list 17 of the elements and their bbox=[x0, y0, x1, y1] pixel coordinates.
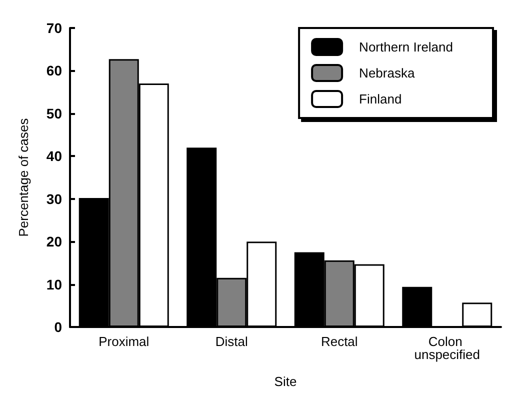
x-tick-label: Rectal bbox=[320, 334, 358, 349]
legend-label: Finland bbox=[359, 92, 402, 106]
y-tick-label: 20 bbox=[46, 234, 62, 250]
legend-label: Nebraska bbox=[359, 66, 416, 80]
y-tick-label: 60 bbox=[46, 62, 62, 79]
x-tick-label: Proximal bbox=[98, 334, 150, 349]
y-tick-label: 40 bbox=[46, 148, 62, 164]
y-tick-label: 30 bbox=[46, 190, 62, 207]
y-tick-label: 10 bbox=[46, 276, 62, 292]
y-axis-title: Percentage of cases bbox=[16, 118, 31, 237]
y-tick-label: 70 bbox=[46, 20, 62, 36]
y-tick-label: 0 bbox=[54, 319, 62, 335]
y-tick-label: 50 bbox=[46, 105, 62, 122]
x-tick-label: Colon unspecified bbox=[414, 334, 480, 362]
x-tick-label: Distal bbox=[215, 334, 248, 349]
legend-label: Northern Ireland bbox=[359, 40, 454, 54]
x-axis-title: Site bbox=[274, 374, 297, 389]
